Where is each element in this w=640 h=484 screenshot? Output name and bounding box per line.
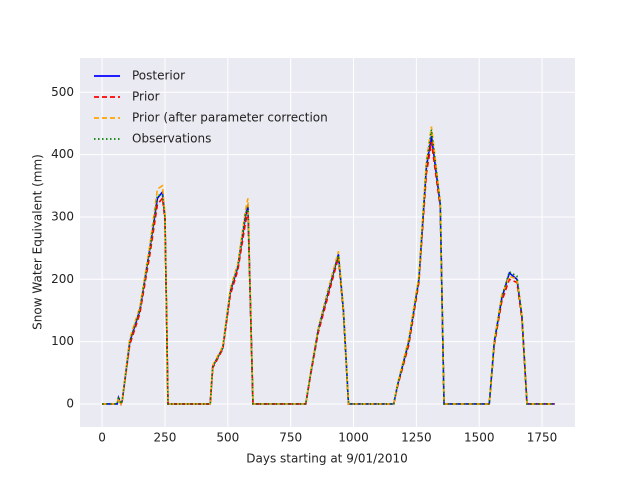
- series-line: [102, 129, 555, 407]
- legend-label: Prior: [132, 90, 160, 104]
- y-tick-label: 200: [51, 272, 74, 286]
- y-tick-label: 100: [51, 334, 74, 348]
- x-tick-label: 1250: [401, 431, 432, 445]
- x-tick-label: 1750: [527, 431, 558, 445]
- y-tick-label: 400: [51, 147, 74, 161]
- x-tick-label: 750: [279, 431, 302, 445]
- y-tick-label: 300: [51, 209, 74, 223]
- x-tick-label: 1000: [338, 431, 369, 445]
- y-tick-label: 0: [66, 396, 74, 410]
- y-axis-label: Snow Water Equivalent (mm): [31, 154, 45, 330]
- x-tick-label: 1500: [464, 431, 495, 445]
- legend-label: Observations: [132, 132, 211, 146]
- x-tick-label: 0: [98, 431, 106, 445]
- x-tick-label: 500: [216, 431, 239, 445]
- x-tick-label: 250: [154, 431, 177, 445]
- legend-label: Prior (after parameter correction: [132, 111, 328, 125]
- series-line: [102, 126, 555, 407]
- legend-label: Posterior: [132, 69, 185, 83]
- x-axis-label: Days starting at 9/01/2010: [246, 452, 407, 466]
- y-tick-label: 500: [51, 85, 74, 99]
